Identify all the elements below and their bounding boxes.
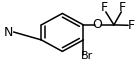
Text: F: F: [128, 19, 135, 32]
Text: Br: Br: [81, 51, 93, 61]
Text: N: N: [4, 25, 13, 39]
Text: F: F: [119, 1, 126, 14]
Text: O: O: [93, 18, 103, 31]
Text: F: F: [101, 1, 108, 14]
